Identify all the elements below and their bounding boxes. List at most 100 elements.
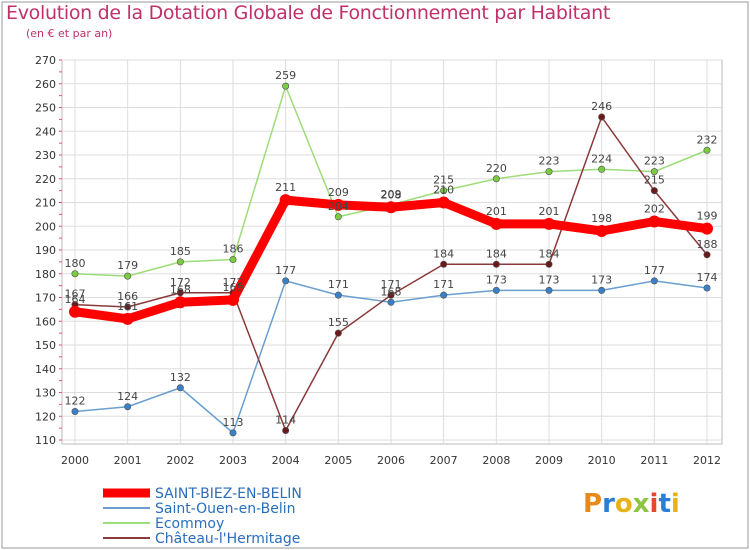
data-label: 122 — [65, 395, 86, 408]
data-label: 168 — [381, 285, 402, 298]
data-point — [703, 284, 711, 292]
data-point — [440, 187, 448, 195]
x-tick-label: 2000 — [61, 454, 89, 467]
data-label: 201 — [539, 205, 560, 218]
data-point — [595, 225, 608, 237]
y-tick-label: 110 — [35, 434, 56, 447]
data-label: 179 — [117, 259, 138, 272]
legend: SAINT-BIEZ-EN-BELINSaint-Ouen-en-BelinEc… — [103, 486, 302, 547]
data-label: 211 — [275, 181, 296, 194]
data-point — [545, 168, 553, 176]
data-label: 166 — [117, 290, 138, 303]
data-point — [492, 260, 500, 268]
y-tick-label: 140 — [35, 363, 56, 376]
y-tick-label: 240 — [35, 125, 56, 138]
data-point — [440, 291, 448, 299]
y-tick-label: 260 — [35, 78, 56, 91]
data-label: 223 — [644, 155, 665, 168]
data-label: 186 — [223, 243, 244, 256]
x-tick-label: 2007 — [430, 454, 458, 467]
y-tick-label: 220 — [35, 173, 56, 186]
x-tick-label: 2010 — [588, 454, 616, 467]
x-tick-label: 2003 — [219, 454, 247, 467]
data-point — [332, 198, 345, 211]
y-tick-label: 170 — [35, 292, 56, 305]
y-tick-label: 120 — [35, 410, 56, 423]
data-label: 164 — [65, 293, 86, 306]
legend-label: Ecommoy — [155, 516, 224, 532]
data-label: 173 — [591, 273, 612, 286]
y-tick-label: 160 — [35, 315, 56, 328]
x-tick-label: 2012 — [693, 454, 721, 467]
data-label: 210 — [433, 184, 454, 197]
data-point — [703, 251, 711, 259]
data-label: 171 — [381, 278, 402, 291]
data-point — [121, 312, 134, 325]
data-point — [124, 303, 132, 311]
data-label: 171 — [433, 278, 454, 291]
data-point — [176, 289, 184, 297]
data-label: 215 — [644, 174, 665, 187]
data-label: 202 — [644, 203, 665, 216]
data-label: 223 — [539, 155, 560, 168]
plot-area — [61, 59, 723, 445]
data-point — [282, 426, 290, 434]
data-label: 209 — [381, 188, 402, 201]
data-label: 167 — [65, 288, 86, 301]
data-point — [334, 213, 342, 221]
x-tick-label: 2008 — [482, 454, 510, 467]
data-point — [545, 286, 553, 294]
logo-letter: P — [583, 489, 603, 519]
data-label: 171 — [328, 278, 349, 291]
legend-label: Château-l'Hermitage — [155, 531, 300, 547]
data-label: 259 — [275, 69, 296, 82]
data-point — [174, 296, 187, 309]
logo-letter: i — [670, 489, 680, 519]
data-point — [490, 217, 503, 230]
data-point — [703, 146, 711, 154]
data-point — [282, 82, 290, 90]
chart-subtitle: (en € et par an) — [26, 27, 113, 40]
data-point — [492, 286, 500, 294]
data-point — [124, 272, 132, 280]
data-point — [650, 187, 658, 195]
y-tick-label: 180 — [35, 268, 56, 281]
data-label: 113 — [223, 416, 244, 429]
data-point — [334, 291, 342, 299]
logo-letter: i — [649, 489, 659, 519]
data-label: 172 — [170, 276, 191, 289]
data-point — [124, 403, 132, 411]
data-point — [387, 298, 395, 306]
data-label: 198 — [591, 212, 612, 225]
data-label: 180 — [65, 257, 86, 270]
y-tick-label: 250 — [35, 102, 56, 115]
data-label: 224 — [591, 152, 612, 165]
data-point — [334, 329, 342, 337]
x-axis-ticks: 2000 2001 2002 2003 2004 2005 2006 2007 2008 2009… — [61, 454, 721, 467]
data-point — [545, 260, 553, 268]
data-label: 172 — [223, 276, 244, 289]
data-label: 215 — [433, 174, 454, 187]
data-point — [69, 305, 81, 318]
data-point — [385, 201, 397, 214]
y-tick-label: 210 — [35, 197, 56, 210]
x-tick-label: 2002 — [166, 454, 194, 467]
data-point — [227, 293, 239, 306]
data-label: 184 — [486, 247, 507, 260]
data-label: 173 — [539, 273, 560, 286]
data-label: 177 — [644, 264, 665, 277]
data-label: 209 — [328, 186, 349, 199]
data-label: 168 — [170, 283, 191, 296]
data-label: 184 — [539, 247, 560, 260]
data-label: 184 — [433, 247, 454, 260]
data-label: 114 — [275, 414, 296, 427]
data-point — [71, 407, 79, 415]
legend-label: Saint-Ouen-en-Belin — [155, 501, 296, 517]
y-tick-label: 230 — [35, 149, 56, 162]
data-label: 177 — [275, 264, 296, 277]
data-point — [648, 215, 661, 228]
chart-title: Evolution de la Dotation Globale de Fonc… — [6, 2, 611, 24]
